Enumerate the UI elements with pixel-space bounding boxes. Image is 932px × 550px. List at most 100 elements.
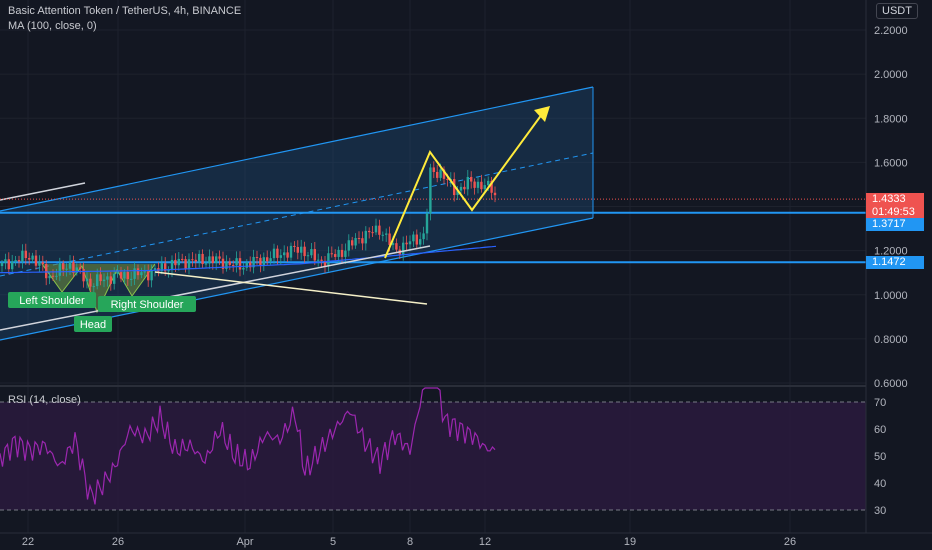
price-tick-label: 1.8000 [874, 113, 908, 125]
candle-body [419, 239, 422, 245]
candle-body [147, 271, 150, 281]
candle-body [17, 260, 21, 262]
candle-body [85, 278, 89, 282]
time-tick-label: 22 [22, 536, 34, 548]
channel-top-line [0, 86, 594, 212]
candle-body [470, 176, 473, 182]
candle-body [181, 258, 184, 260]
candle-body [34, 255, 38, 266]
candle-body [344, 250, 347, 257]
candle-body [361, 238, 364, 244]
candle-body [327, 253, 330, 267]
rsi-tick-label: 70 [874, 397, 886, 409]
candle-body [201, 253, 204, 265]
candle-body [493, 192, 497, 196]
candle-body [405, 242, 408, 245]
price-tick-label: 1.6000 [874, 157, 908, 169]
price-tick-label: 1.2000 [874, 246, 908, 258]
candle-body [385, 233, 388, 235]
right-shoulder-label: Right Shoulder [111, 299, 184, 311]
candle-body [476, 181, 480, 188]
candle-body [463, 186, 466, 190]
currency-badge[interactable]: USDT [876, 3, 918, 19]
candle-body [425, 213, 429, 234]
rsi-pane [0, 385, 932, 511]
candle-body [75, 267, 78, 273]
candle-body [0, 262, 4, 267]
candle-body [31, 255, 34, 260]
trend-drawings[interactable]: Left Shoulder Head Right Shoulder [0, 106, 550, 332]
candle-body [480, 181, 483, 190]
axis-background [866, 0, 932, 550]
candle-body [293, 245, 296, 247]
candle-body [252, 256, 255, 268]
candle-body [466, 176, 469, 190]
candle-body [113, 273, 116, 284]
candle-body [354, 238, 357, 246]
candle-body [436, 171, 439, 178]
time-tick-label: 12 [479, 536, 491, 548]
time-axis[interactable]: 22 26 Apr 5 8 12 19 26 [0, 532, 932, 550]
candle-body [340, 249, 344, 257]
candle-body [242, 267, 245, 270]
candle-body [402, 242, 405, 255]
candle-body [184, 259, 187, 269]
candle-body [487, 180, 490, 186]
ma-indicator-label[interactable]: MA (100, close, 0) [8, 20, 97, 32]
price-tick-label: 0.8000 [874, 334, 908, 346]
projection-arrowhead [534, 106, 550, 122]
candle-body [21, 250, 24, 262]
candle-body [41, 262, 44, 264]
candle-body [351, 240, 354, 246]
candle-body [38, 262, 41, 266]
candle-body [130, 278, 133, 280]
candle-body [269, 258, 272, 262]
candle-body [395, 243, 398, 250]
time-tick-label: 19 [624, 536, 636, 548]
candle-body [255, 256, 259, 258]
candle-body [412, 234, 415, 242]
candle-body [330, 253, 333, 255]
candle-body [143, 271, 146, 273]
channel-top-extension [0, 182, 86, 201]
candle-body [123, 272, 126, 279]
candle-body [126, 272, 129, 280]
rsi-indicator-label[interactable]: RSI (14, close) [8, 394, 81, 406]
candle-body [415, 234, 418, 245]
head-label: Head [80, 319, 106, 331]
symbol-title[interactable]: Basic Attention Token / TetherUS, 4h, BI… [8, 5, 242, 17]
candle-body [439, 169, 442, 178]
price-tick-label: 1.0000 [874, 290, 908, 302]
left-shoulder-label-box [8, 292, 96, 308]
candle-body [51, 275, 55, 277]
candle-body [79, 267, 82, 270]
candle-body [136, 268, 140, 276]
candle-body [391, 243, 395, 245]
rsi-tick-label: 50 [874, 451, 886, 463]
candle-body [225, 261, 228, 269]
candle-body [296, 246, 299, 253]
candle-body [279, 255, 282, 258]
price-tick-label: 2.2000 [874, 25, 908, 37]
candle-body [14, 260, 17, 262]
candle-body [262, 257, 265, 266]
candle-body [238, 258, 242, 270]
current-price-value: 1.4333 [872, 193, 906, 205]
candle-body [388, 233, 391, 245]
candle-body [286, 252, 289, 258]
candle-body [371, 232, 374, 234]
candle-body [119, 272, 123, 279]
head-label-box [74, 316, 112, 332]
candle-body [334, 254, 337, 257]
candle-body [306, 255, 310, 257]
right-shoulder-label-box [98, 296, 196, 312]
candle-body [422, 233, 425, 240]
candle-body [289, 245, 293, 258]
candle-body [167, 270, 170, 272]
candle-body [96, 274, 99, 287]
candle-body [337, 249, 340, 257]
candle-body [283, 252, 286, 256]
price-axis[interactable]: 2.2000 2.0000 1.8000 1.6000 1.2000 1.0000 0.80… [865, 0, 932, 550]
